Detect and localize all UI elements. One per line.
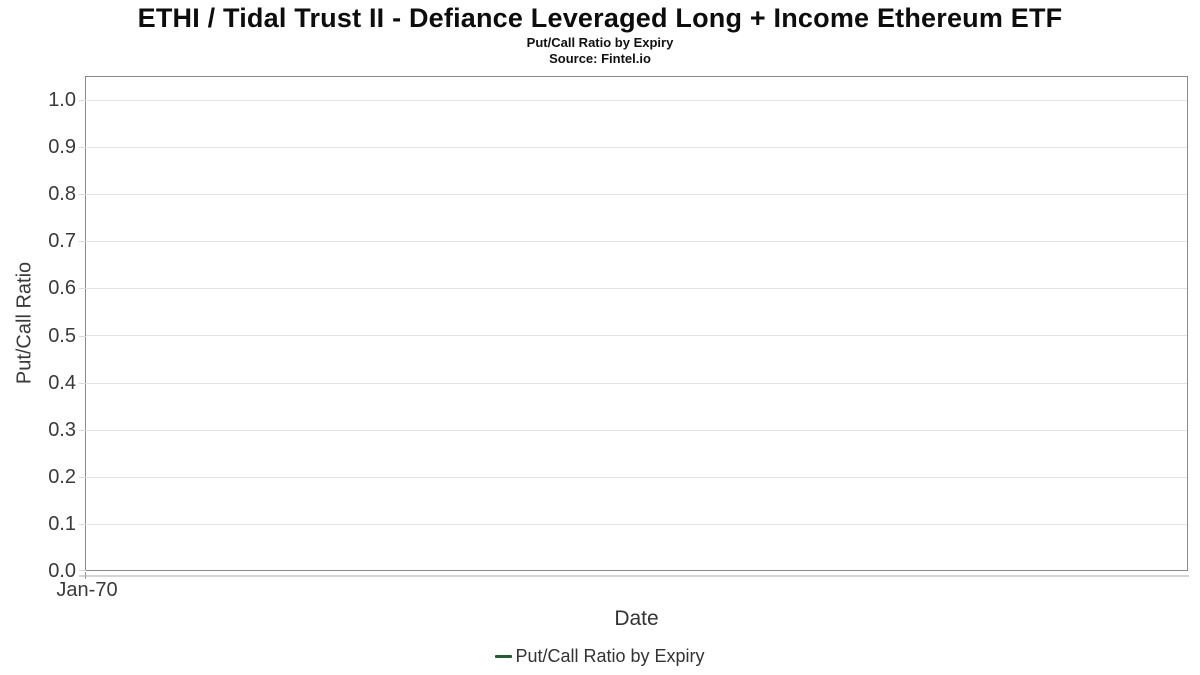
gridline xyxy=(86,241,1187,242)
legend-item-label: Put/Call Ratio by Expiry xyxy=(515,646,705,666)
plot-area xyxy=(85,76,1188,571)
y-tick-label: 0.2 xyxy=(48,466,76,488)
y-tick-label: 0.1 xyxy=(48,513,76,535)
x-tick-mark xyxy=(85,572,86,579)
y-tick-label: 0.8 xyxy=(48,183,76,205)
y-tick-mark xyxy=(79,194,86,195)
y-tick-mark xyxy=(79,524,86,525)
y-tick-label: 0.9 xyxy=(48,136,76,158)
gridline xyxy=(86,477,1187,478)
gridline xyxy=(86,335,1187,336)
x-tick-label: Jan-70 xyxy=(56,579,118,601)
y-tick-mark xyxy=(79,241,86,242)
gridline xyxy=(86,147,1187,148)
gridline xyxy=(86,288,1187,289)
y-tick-label: 0.4 xyxy=(48,372,76,394)
gridline xyxy=(86,100,1187,101)
y-tick-mark xyxy=(79,477,86,478)
x-axis-line xyxy=(79,575,1189,577)
chart-title: ETHI / Tidal Trust II - Defiance Leverag… xyxy=(137,3,1063,33)
y-tick-mark xyxy=(79,100,86,101)
y-tick-mark xyxy=(79,570,86,571)
legend-line-icon xyxy=(495,655,513,658)
y-tick-label: 0.3 xyxy=(48,419,76,441)
y-axis-tick-labels: 1.0 0.9 0.8 0.7 0.6 0.5 0.4 0.3 0.2 0.1 … xyxy=(0,0,76,675)
gridline xyxy=(86,430,1187,431)
y-axis-title: Put/Call Ratio xyxy=(13,261,36,385)
gridline xyxy=(86,194,1187,195)
chart-source: Source: Fintel.io xyxy=(549,51,651,66)
y-tick-mark xyxy=(79,383,86,384)
y-tick-mark xyxy=(79,336,86,337)
y-tick-mark xyxy=(79,288,86,289)
y-tick-mark xyxy=(79,430,86,431)
y-tick-label: 0.5 xyxy=(48,325,76,347)
gridline xyxy=(86,524,1187,525)
legend-item-put-call-ratio[interactable]: Put/Call Ratio by Expiry xyxy=(495,646,705,667)
y-tick-mark xyxy=(79,147,86,148)
legend: Put/Call Ratio by Expiry xyxy=(0,646,1200,667)
y-tick-label: 0.0 xyxy=(48,560,76,582)
y-tick-label: 0.7 xyxy=(48,230,76,252)
y-tick-label: 1.0 xyxy=(48,89,76,111)
y-tick-label: 0.6 xyxy=(48,277,76,299)
gridline xyxy=(86,383,1187,384)
x-axis-title: Date xyxy=(614,607,659,630)
chart-subtitle: Put/Call Ratio by Expiry xyxy=(526,35,674,50)
